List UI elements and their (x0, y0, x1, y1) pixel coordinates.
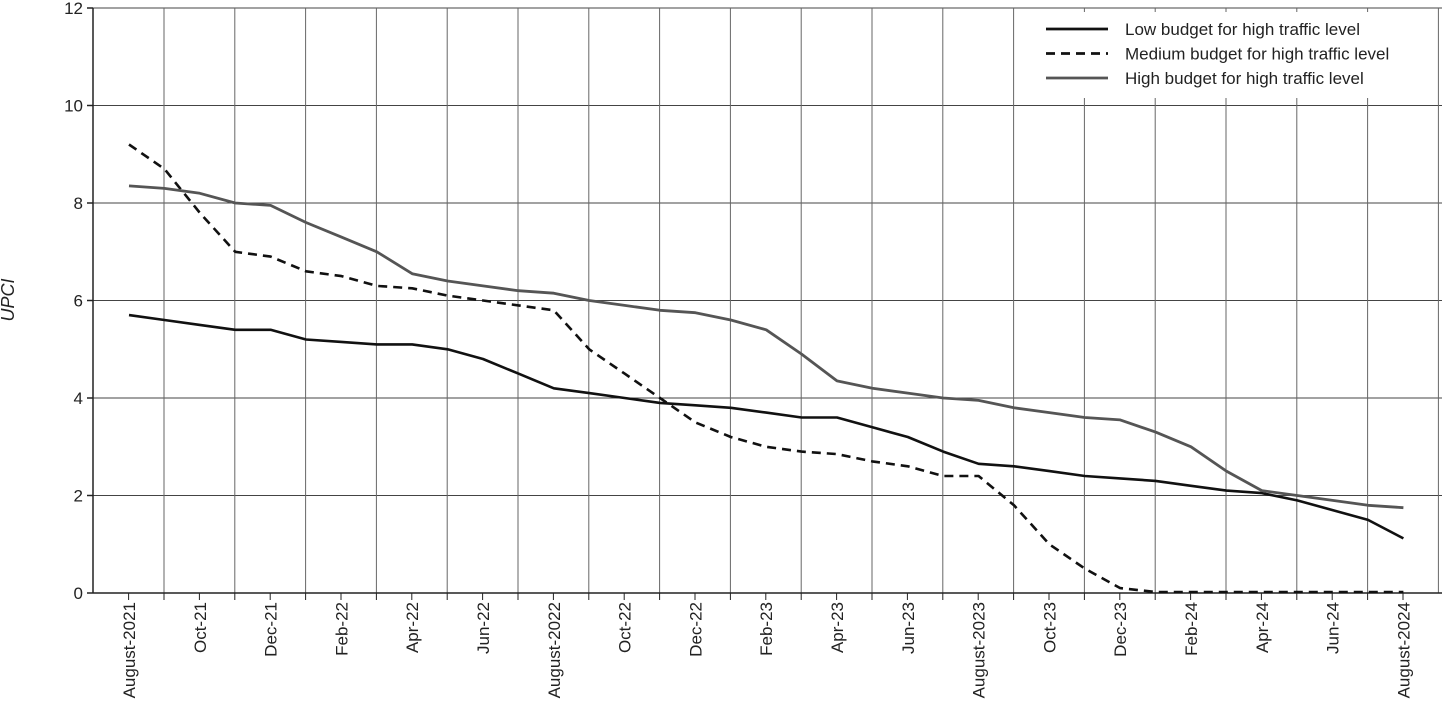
y-tick-label: 8 (74, 194, 83, 213)
series-line-2 (128, 143, 1404, 594)
x-tick-label: Apr-22 (403, 602, 422, 653)
x-tick-label: Feb-23 (757, 602, 776, 656)
x-tick-label: Oct-21 (191, 602, 210, 653)
series-line-3 (128, 184, 1404, 510)
y-tick-label: 0 (74, 584, 83, 603)
x-tick-label: Apr-24 (1253, 602, 1272, 653)
x-tick-label: August-2022 (545, 602, 564, 698)
series-line-1 (128, 313, 1405, 540)
x-tick-label: Oct-22 (616, 602, 635, 653)
x-tick-label: August-2024 (1394, 602, 1413, 698)
y-axis-title: UPCI (0, 278, 18, 321)
x-tick-label: Dec-21 (262, 602, 281, 657)
y-tick-label: 2 (74, 487, 83, 506)
x-tick-label: Jun-23 (899, 602, 918, 654)
y-tick-label: 4 (74, 389, 83, 408)
x-tick-label: August-2023 (970, 602, 989, 698)
y-tick-label: 12 (64, 0, 83, 18)
x-axis-ticks: August-2021 Oct-21 Dec-21 Feb-22 Apr-22 Jun-2… (120, 593, 1413, 698)
y-tick-label: 6 (74, 292, 83, 311)
legend-label-2: Medium budget for high traffic level (1125, 45, 1389, 64)
x-tick-label: Dec-23 (1111, 602, 1130, 657)
y-axis-ticks: 0 2 4 6 8 10 12 (64, 0, 93, 603)
legend: Low budget for high traffic level Medium … (1032, 12, 1432, 98)
x-tick-label: August-2021 (120, 602, 139, 698)
x-tick-label: Jun-24 (1324, 602, 1343, 654)
x-tick-label: Feb-24 (1182, 602, 1201, 656)
x-tick-label: Feb-22 (332, 602, 351, 656)
series-lines (128, 143, 1405, 594)
x-tick-label: Jun-22 (474, 602, 493, 654)
x-tick-label: Apr-23 (828, 602, 847, 653)
y-tick-label: 10 (64, 97, 83, 116)
legend-label-3: High budget for high traffic level (1125, 69, 1364, 88)
legend-label-1: Low budget for high traffic level (1125, 20, 1360, 39)
x-tick-label: Oct-23 (1040, 602, 1059, 653)
legend-background (1032, 12, 1432, 98)
x-tick-label: Dec-22 (686, 602, 705, 657)
